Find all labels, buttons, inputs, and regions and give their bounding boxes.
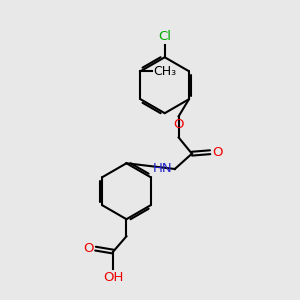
Text: HN: HN	[153, 162, 173, 175]
Text: O: O	[212, 146, 223, 159]
Text: OH: OH	[103, 271, 123, 284]
Text: O: O	[83, 242, 94, 255]
Text: O: O	[173, 118, 184, 131]
Text: CH₃: CH₃	[153, 65, 176, 78]
Text: Cl: Cl	[158, 30, 171, 44]
